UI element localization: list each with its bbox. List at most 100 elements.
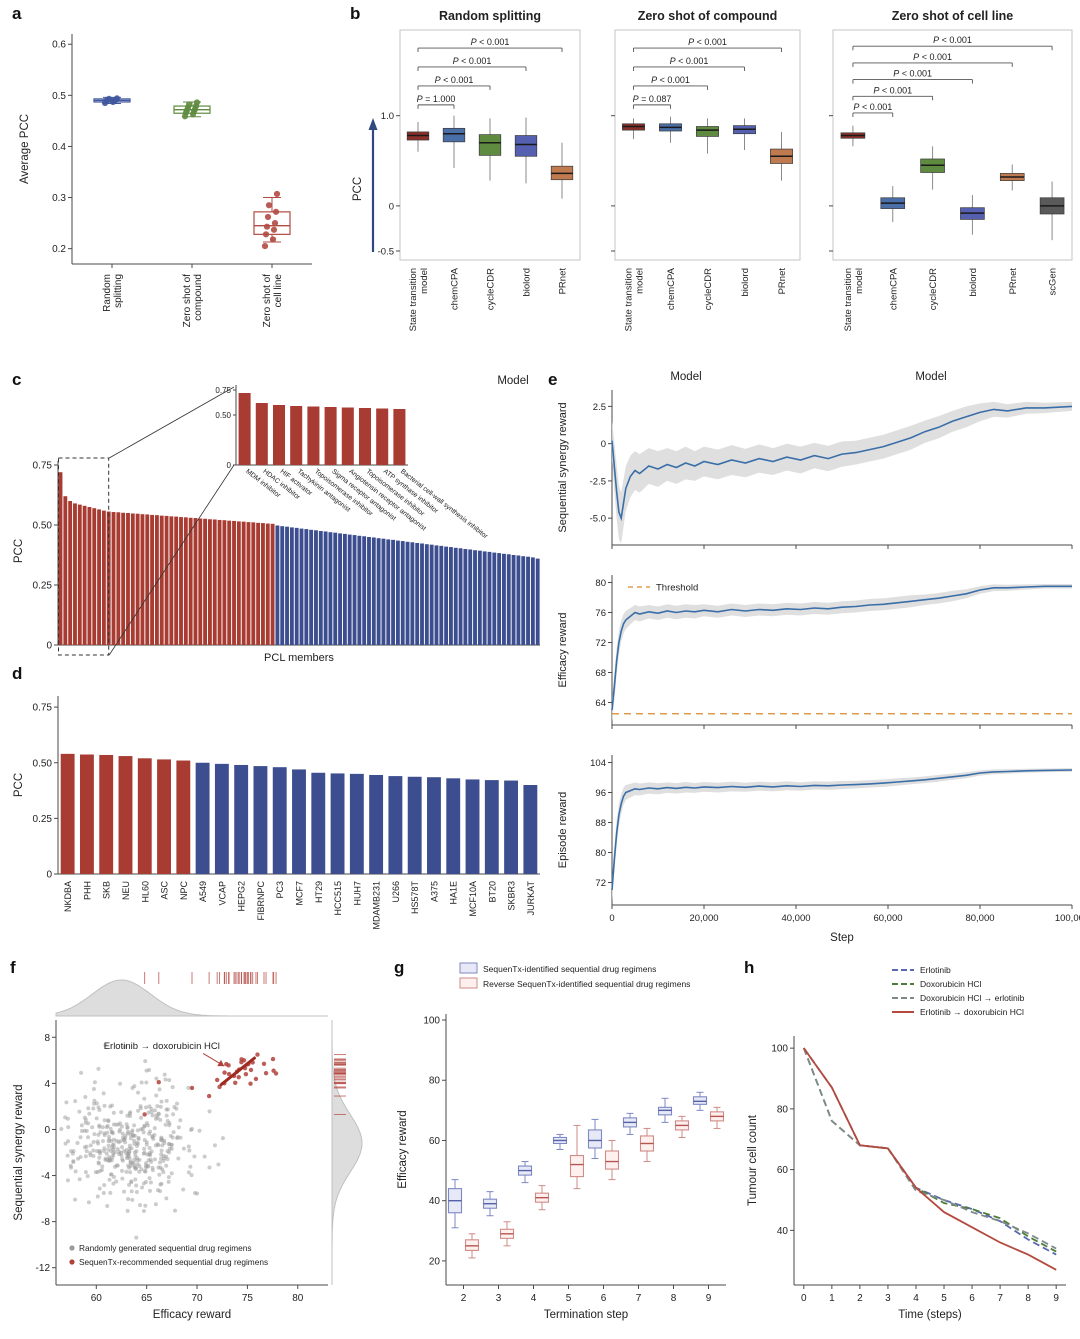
panel-g: g 20 40 60 80 100 Efficacy reward Termination … xyxy=(394,958,738,1339)
panel-f-chart: 8 4 0 -4 -8 -12 60 65 70 75 80 Efficacy reward Seque… xyxy=(13,972,363,1321)
panel-h-chart: 40 60 80 100 0 1 2 3 4 5 6 7 8 9 Time (steps) Tumour ce… xyxy=(747,965,1066,1321)
svg-text:60: 60 xyxy=(91,1293,103,1304)
svg-text:PHH: PHH xyxy=(82,881,92,900)
svg-text:3: 3 xyxy=(496,1293,502,1304)
panel-f-label: f xyxy=(10,958,16,977)
svg-text:0: 0 xyxy=(227,461,232,470)
svg-text:State transition: State transition xyxy=(624,268,635,331)
svg-text:0: 0 xyxy=(609,913,614,924)
svg-text:PRnet: PRnet xyxy=(1008,268,1019,295)
svg-text:80,000: 80,000 xyxy=(965,913,994,924)
svg-text:4: 4 xyxy=(531,1293,537,1304)
svg-text:0: 0 xyxy=(601,439,606,450)
svg-text:PCL members: PCL members xyxy=(264,652,334,664)
panel-h: h 40 60 80 100 0 1 2 3 4 5 6 7 8 9 Time (steps) Tumour … xyxy=(744,958,1080,1339)
svg-text:HA1E: HA1E xyxy=(449,881,459,905)
svg-text:SKB: SKB xyxy=(102,881,112,899)
svg-text:State transition: State transition xyxy=(843,268,854,331)
panel-d: d 0 0.25 0.50 0.75 PCC NKDBA PHH SKB NEU HL60 ASC N… xyxy=(8,660,548,948)
panel-c: c 0 0.25 0.50 0.75 PCC PCL members Model 0 0.50 0… xyxy=(8,366,548,664)
svg-text:Reverse SequenTx-identified se: Reverse SequenTx-identified sequential d… xyxy=(483,979,690,989)
svg-text:2.5: 2.5 xyxy=(593,402,606,413)
panel-e: e Model Model 2.5 0 -2.5 -5.0 Sequential syner… xyxy=(546,366,1080,948)
svg-text:8: 8 xyxy=(1025,1293,1031,1304)
svg-text:9: 9 xyxy=(706,1293,712,1304)
svg-text:0: 0 xyxy=(801,1293,807,1304)
svg-text:SequenTx-recommended sequentia: SequenTx-recommended sequential drug reg… xyxy=(79,1257,268,1267)
panel-e-label: e xyxy=(548,370,558,389)
svg-text:1.0: 1.0 xyxy=(381,111,394,122)
svg-text:0.50: 0.50 xyxy=(33,758,53,769)
svg-text:P < 0.001: P < 0.001 xyxy=(435,75,474,85)
svg-text:P = 1.000: P = 1.000 xyxy=(417,94,456,104)
svg-text:80: 80 xyxy=(595,848,606,859)
svg-text:Erlotinib → doxorubicin HCl: Erlotinib → doxorubicin HCl xyxy=(104,1041,220,1052)
svg-text:0.3: 0.3 xyxy=(52,193,66,204)
svg-text:-2.5: -2.5 xyxy=(590,476,606,487)
svg-text:P < 0.001: P < 0.001 xyxy=(893,69,932,79)
svg-text:PCC: PCC xyxy=(13,773,25,797)
svg-text:Episode reward: Episode reward xyxy=(557,792,569,868)
svg-text:96: 96 xyxy=(595,788,606,799)
svg-text:model: model xyxy=(635,268,646,294)
svg-text:BT20: BT20 xyxy=(487,881,497,903)
svg-text:Zero shot of: Zero shot of xyxy=(182,274,193,328)
svg-text:60: 60 xyxy=(429,1136,441,1147)
svg-text:40,000: 40,000 xyxy=(781,913,810,924)
panel-c-chart: 0 0.25 0.50 0.75 PCC PCL members Model 0 0.50 0.7… xyxy=(13,375,540,664)
svg-text:Randomly generated sequential: Randomly generated sequential drug regim… xyxy=(79,1243,252,1253)
svg-text:model: model xyxy=(854,268,865,294)
svg-text:cycleCDR: cycleCDR xyxy=(486,268,497,310)
svg-text:MCF10A: MCF10A xyxy=(468,881,478,917)
svg-text:0.6: 0.6 xyxy=(52,40,66,51)
svg-text:100,000: 100,000 xyxy=(1055,913,1080,924)
svg-text:splitting: splitting xyxy=(113,274,124,308)
svg-text:2: 2 xyxy=(461,1293,467,1304)
svg-text:0: 0 xyxy=(389,201,394,212)
svg-text:chemCPA: chemCPA xyxy=(888,267,899,310)
svg-text:6: 6 xyxy=(601,1293,607,1304)
svg-text:Efficacy reward: Efficacy reward xyxy=(153,1309,231,1321)
panel-d-label: d xyxy=(12,664,23,683)
svg-text:NPC: NPC xyxy=(179,881,189,901)
svg-text:NEU: NEU xyxy=(121,881,131,900)
svg-text:biolord: biolord xyxy=(522,268,533,297)
svg-text:P < 0.001: P < 0.001 xyxy=(688,37,727,47)
svg-text:A549: A549 xyxy=(198,881,208,902)
svg-text:-8: -8 xyxy=(41,1217,50,1228)
svg-text:P < 0.001: P < 0.001 xyxy=(670,56,709,66)
svg-text:model: model xyxy=(419,268,430,294)
svg-text:PCC: PCC xyxy=(13,539,25,563)
svg-text:64: 64 xyxy=(595,698,606,709)
svg-text:76: 76 xyxy=(595,608,606,619)
svg-text:P < 0.001: P < 0.001 xyxy=(651,75,690,85)
svg-text:0: 0 xyxy=(46,641,52,652)
svg-text:80: 80 xyxy=(292,1293,304,1304)
svg-text:Threshold: Threshold xyxy=(656,583,698,594)
svg-text:Step: Step xyxy=(830,932,854,944)
svg-text:Model: Model xyxy=(670,371,701,383)
svg-text:75: 75 xyxy=(242,1293,254,1304)
svg-text:-4: -4 xyxy=(41,1171,50,1182)
svg-text:P < 0.001: P < 0.001 xyxy=(471,37,510,47)
svg-text:Random: Random xyxy=(102,274,113,312)
svg-text:Termination step: Termination step xyxy=(544,1309,628,1321)
svg-text:0.25: 0.25 xyxy=(33,581,53,592)
panel-e-chart: Model Model 2.5 0 -2.5 -5.0 Sequential synergy… xyxy=(557,371,1080,944)
svg-text:0.4: 0.4 xyxy=(52,142,66,153)
svg-text:Efficacy reward: Efficacy reward xyxy=(557,613,569,688)
svg-text:Model: Model xyxy=(497,375,528,387)
panel-b-label: b xyxy=(350,4,361,23)
svg-text:Doxorubicin HCl → erlotinib: Doxorubicin HCl → erlotinib xyxy=(920,993,1025,1003)
panel-g-label: g xyxy=(394,958,405,977)
svg-text:P < 0.001: P < 0.001 xyxy=(933,35,972,45)
svg-text:4: 4 xyxy=(913,1293,919,1304)
svg-text:20: 20 xyxy=(429,1256,441,1267)
svg-text:SKBR3: SKBR3 xyxy=(507,881,517,911)
svg-text:HS578T: HS578T xyxy=(410,881,420,915)
svg-text:P < 0.001: P < 0.001 xyxy=(873,85,912,95)
svg-text:4: 4 xyxy=(44,1079,50,1090)
svg-text:80: 80 xyxy=(777,1104,789,1115)
svg-text:Zero shot of compound: Zero shot of compound xyxy=(638,9,778,23)
svg-text:2: 2 xyxy=(857,1293,863,1304)
